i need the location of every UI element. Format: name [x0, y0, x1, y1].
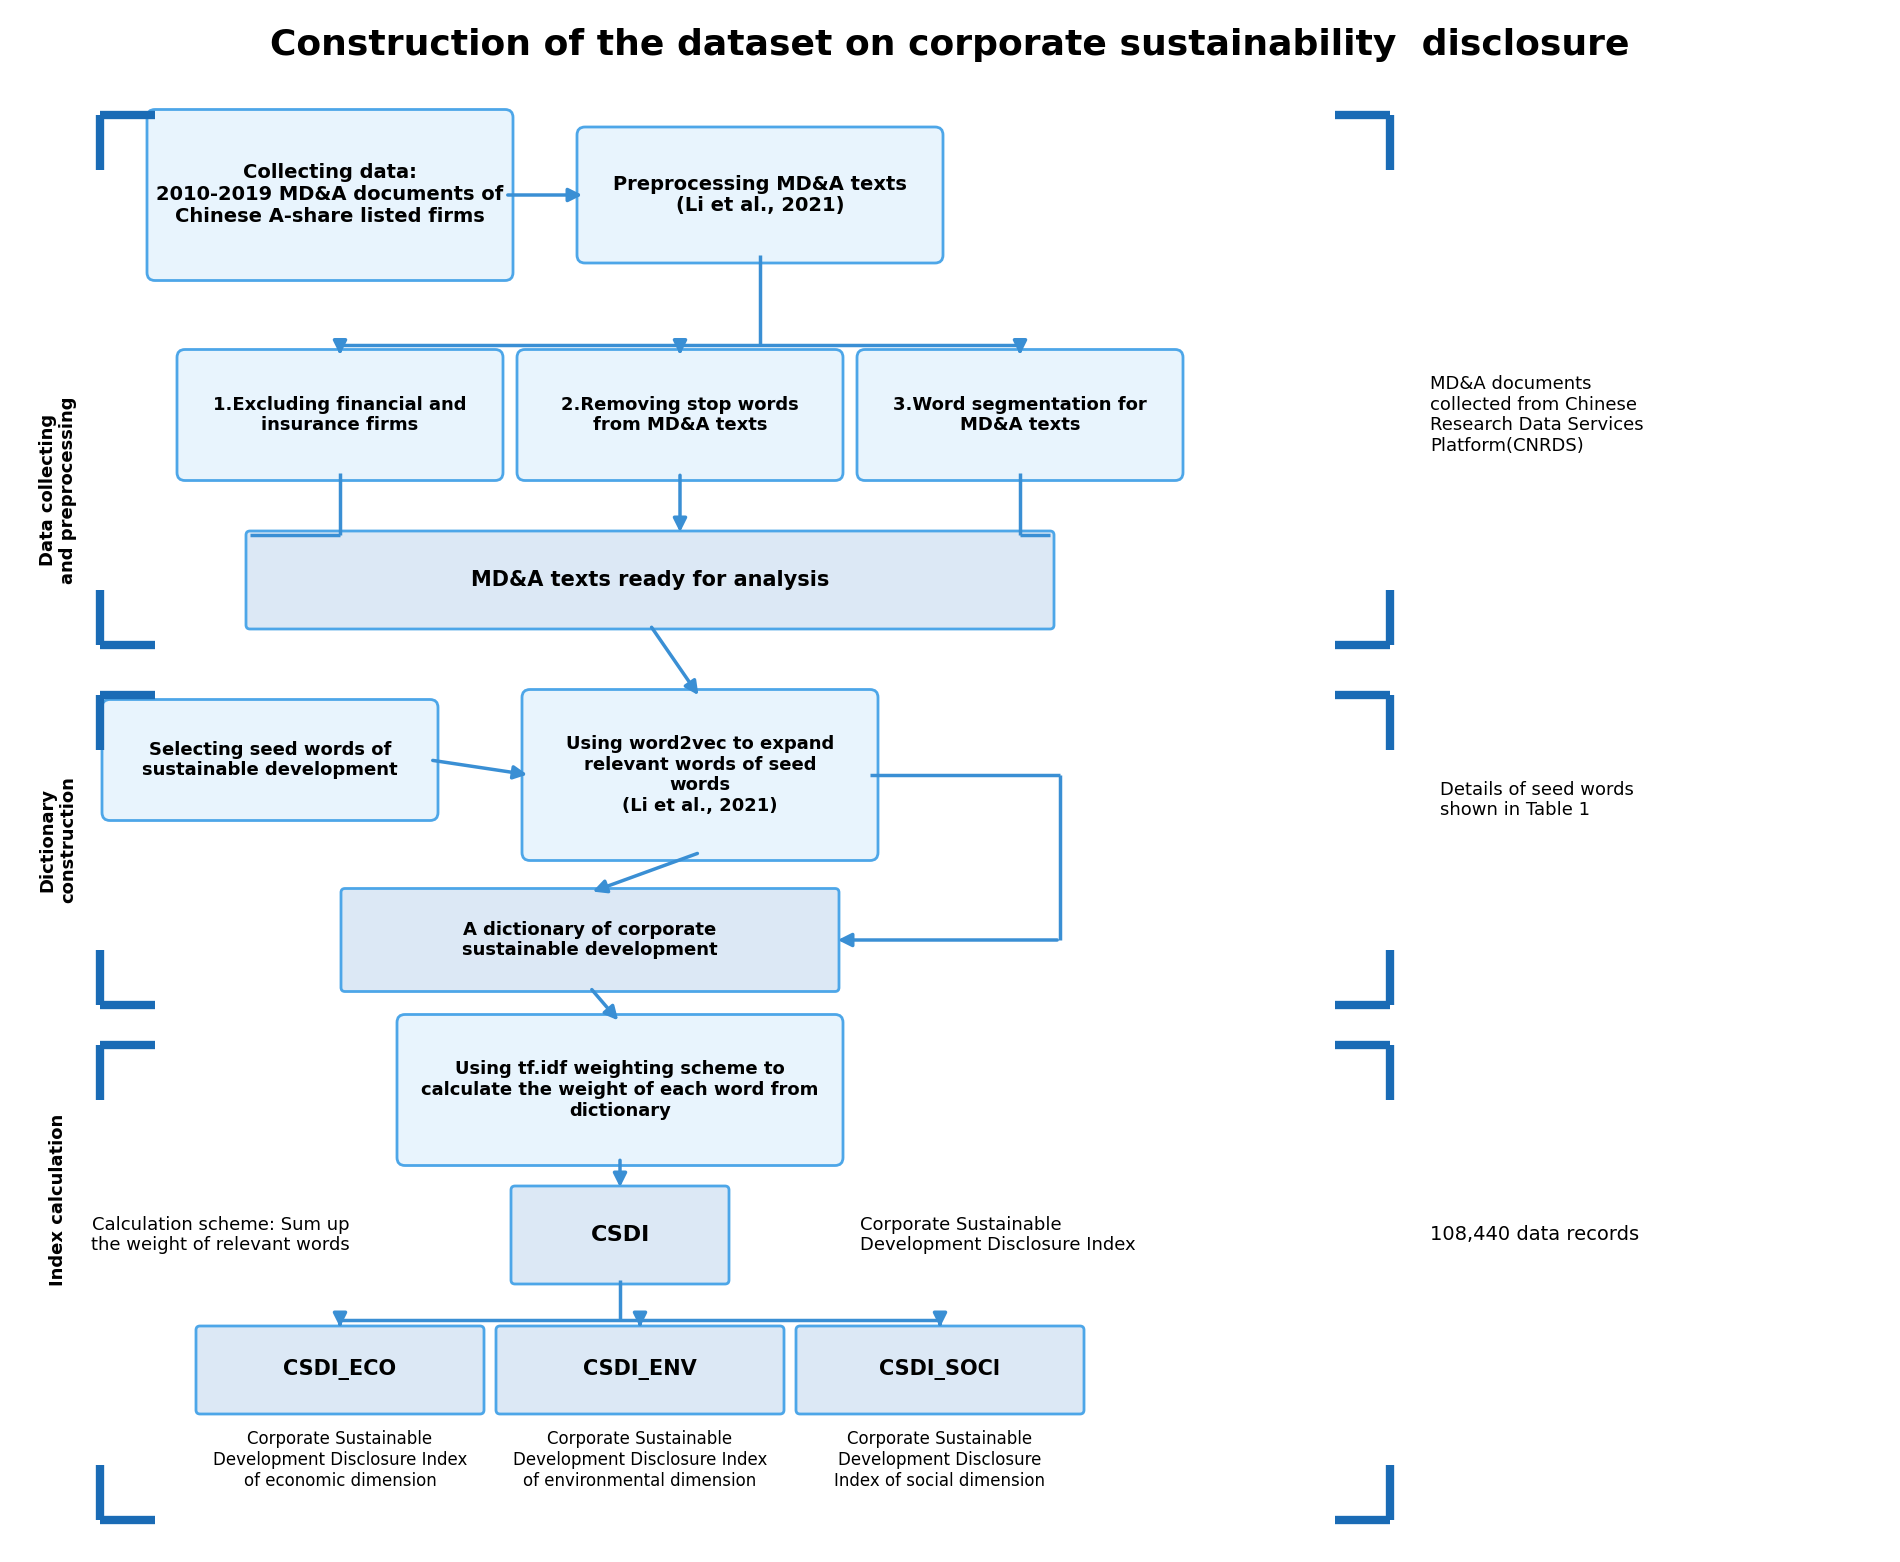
FancyBboxPatch shape: [522, 689, 878, 861]
Text: Using word2vec to expand
relevant words of seed
words
(Li et al., 2021): Using word2vec to expand relevant words …: [566, 734, 834, 815]
Text: 108,440 data records: 108,440 data records: [1431, 1226, 1640, 1245]
FancyBboxPatch shape: [796, 1326, 1085, 1414]
FancyBboxPatch shape: [496, 1326, 785, 1414]
Text: Data collecting
and preprocessing: Data collecting and preprocessing: [38, 397, 78, 584]
FancyBboxPatch shape: [177, 350, 504, 481]
Text: 1.Excluding financial and
insurance firms: 1.Excluding financial and insurance firm…: [213, 395, 467, 434]
Text: CSDI_ENV: CSDI_ENV: [583, 1359, 697, 1381]
Text: Index calculation: Index calculation: [49, 1114, 66, 1286]
Text: 3.Word segmentation for
MD&A texts: 3.Word segmentation for MD&A texts: [893, 395, 1148, 434]
Text: Details of seed words
shown in Table 1: Details of seed words shown in Table 1: [1440, 781, 1634, 820]
FancyBboxPatch shape: [578, 127, 942, 262]
Text: Collecting data:
2010-2019 MD&A documents of
Chinese A-share listed firms: Collecting data: 2010-2019 MD&A document…: [156, 164, 504, 226]
Text: Corporate Sustainable
Development Disclosure
Index of social dimension: Corporate Sustainable Development Disclo…: [834, 1431, 1045, 1490]
FancyBboxPatch shape: [857, 350, 1184, 481]
FancyBboxPatch shape: [103, 700, 439, 820]
Text: CSDI_ECO: CSDI_ECO: [283, 1359, 397, 1381]
Text: Preprocessing MD&A texts
(Li et al., 2021): Preprocessing MD&A texts (Li et al., 202…: [614, 175, 906, 216]
Text: Construction of the dataset on corporate sustainability  disclosure: Construction of the dataset on corporate…: [270, 28, 1630, 62]
Text: Calculation scheme: Sum up
the weight of relevant words: Calculation scheme: Sum up the weight of…: [91, 1215, 350, 1254]
FancyBboxPatch shape: [517, 350, 844, 481]
Text: Corporate Sustainable
Development Disclosure Index
of environmental dimension: Corporate Sustainable Development Disclo…: [513, 1431, 768, 1490]
FancyBboxPatch shape: [397, 1014, 844, 1165]
Text: CSDI: CSDI: [591, 1225, 650, 1245]
FancyBboxPatch shape: [245, 531, 1054, 629]
Text: CSDI_SOCl: CSDI_SOCl: [880, 1359, 1001, 1381]
Text: Dictionary
construction: Dictionary construction: [38, 776, 78, 903]
Text: Selecting seed words of
sustainable development: Selecting seed words of sustainable deve…: [142, 740, 397, 779]
Text: Using tf.idf weighting scheme to
calculate the weight of each word from
dictiona: Using tf.idf weighting scheme to calcula…: [422, 1061, 819, 1120]
Text: Corporate Sustainable
Development Disclosure Index
of economic dimension: Corporate Sustainable Development Disclo…: [213, 1431, 467, 1490]
Text: A dictionary of corporate
sustainable development: A dictionary of corporate sustainable de…: [462, 920, 718, 959]
FancyBboxPatch shape: [146, 109, 513, 281]
FancyBboxPatch shape: [340, 889, 840, 992]
FancyBboxPatch shape: [196, 1326, 485, 1414]
Text: Corporate Sustainable
Development Disclosure Index: Corporate Sustainable Development Disclo…: [861, 1215, 1136, 1254]
Text: MD&A documents
collected from Chinese
Research Data Services
Platform(CNRDS): MD&A documents collected from Chinese Re…: [1431, 375, 1644, 455]
FancyBboxPatch shape: [511, 1186, 730, 1284]
Text: 2.Removing stop words
from MD&A texts: 2.Removing stop words from MD&A texts: [560, 395, 798, 434]
Text: MD&A texts ready for analysis: MD&A texts ready for analysis: [471, 570, 828, 590]
